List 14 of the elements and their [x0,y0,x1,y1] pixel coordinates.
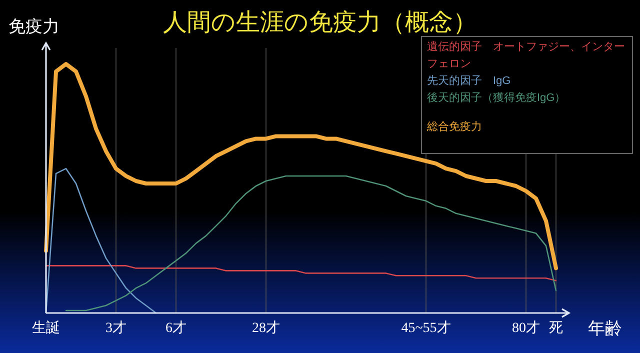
text: 後天的因子（獲得免疫IgG） [427,91,567,106]
x-axis-title: 年齢 [588,319,622,338]
x-tick-label: 45~55才 [401,320,451,336]
chart-title: 人間の生涯の免疫力（概念） [163,9,477,36]
x-tick-label: 6才 [166,320,186,336]
text: 先天的因子 IgG [427,74,512,89]
x-tick-label: 死 [549,321,563,336]
x-tick-label: 生誕 [32,320,60,336]
text: 遺伝的因子 オートファジー、インターフェロン [427,40,626,72]
x-tick-label: 80才 [512,320,540,336]
y-axis-title: 免疫力 [8,17,60,36]
text: 総合免疫力 [427,120,483,135]
x-tick-label: 28才 [252,320,280,336]
x-tick-label: 3才 [106,320,126,336]
